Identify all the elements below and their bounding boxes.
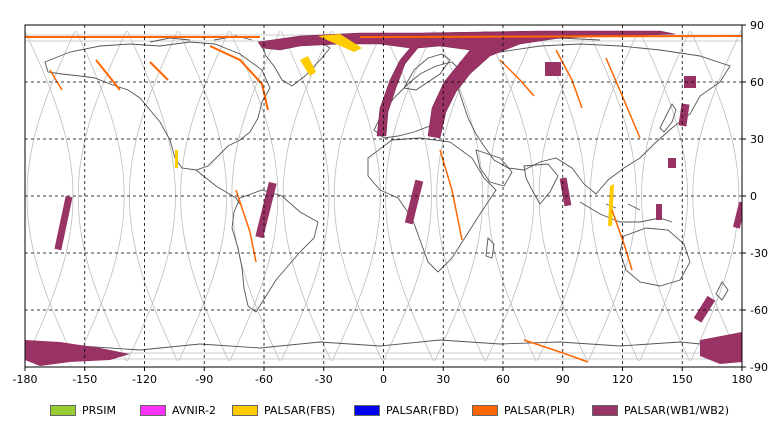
legend-item: PRSIM bbox=[50, 402, 116, 418]
coastline-antarctica bbox=[25, 339, 742, 353]
coastlines bbox=[25, 35, 742, 353]
x-tick-label: -60 bbox=[255, 373, 273, 386]
x-tick-label: 150 bbox=[672, 373, 693, 386]
swath-plr-track-10 bbox=[49, 69, 63, 91]
coastline-south-america bbox=[231, 189, 319, 313]
swath-plr-track-2 bbox=[149, 61, 169, 81]
orbit-track bbox=[383, 30, 432, 362]
orbit-track bbox=[77, 30, 127, 362]
orbit-track bbox=[485, 30, 535, 362]
coastline-arabia bbox=[475, 149, 513, 187]
y-tick-label: -30 bbox=[750, 247, 768, 260]
swath-plr-track-3 bbox=[209, 45, 269, 111]
x-tick-label: -120 bbox=[132, 373, 157, 386]
legend-label: PALSAR(WB1/WB2) bbox=[624, 403, 730, 417]
swath-plr-track-4 bbox=[235, 189, 257, 263]
legend-swatch bbox=[50, 404, 76, 416]
swath-plr-top-band bbox=[25, 35, 742, 38]
swath-wb-antarctica-right bbox=[700, 332, 742, 364]
x-tick-label: 30 bbox=[436, 373, 450, 386]
x-tick-label: 0 bbox=[380, 373, 387, 386]
coastline-india bbox=[523, 163, 559, 205]
swath-wb-siberia-1 bbox=[545, 62, 561, 76]
orbit-track bbox=[588, 30, 637, 362]
legend-label: PRSIM bbox=[82, 403, 116, 417]
y-tick-label: 0 bbox=[750, 190, 757, 203]
legend-swatch bbox=[592, 404, 618, 416]
x-tick-label: -150 bbox=[72, 373, 97, 386]
swath-fbs-indonesia bbox=[608, 184, 614, 226]
swath-fbs-mexico bbox=[175, 150, 178, 168]
swath-wb-southern-ocean bbox=[693, 295, 716, 323]
swath-fbs-arctic bbox=[300, 56, 316, 76]
legend-label: AVNIR-2 bbox=[172, 403, 216, 417]
orbit-track bbox=[75, 30, 125, 362]
x-tick-label: -30 bbox=[315, 373, 333, 386]
legend-item: PALSAR(PLR) bbox=[472, 402, 575, 418]
y-tick-label: -90 bbox=[750, 361, 768, 374]
swath-wb-pacific-2 bbox=[732, 201, 742, 229]
swath-wb-siberia-2 bbox=[684, 76, 696, 88]
graticule bbox=[25, 25, 742, 367]
coastline-africa bbox=[367, 137, 497, 273]
y-tick-label: 90 bbox=[750, 19, 764, 32]
world-map: -180 -150 -120 -90 -60 -30 0 30 60 90 120 150 180 90… bbox=[13, 19, 768, 386]
y-tick-label: 30 bbox=[750, 133, 764, 146]
y-tick-label: 60 bbox=[750, 76, 764, 89]
swath-wb-indonesia bbox=[656, 204, 662, 220]
legend: PRSIM AVNIR-2 PALSAR(FBS) PALSAR(FBD) PALSAR… bbox=[0, 400, 770, 422]
legend-item: PALSAR(FBS) bbox=[232, 402, 335, 418]
coastline-north-america bbox=[44, 41, 271, 171]
legend-swatch bbox=[232, 404, 258, 416]
coastline-japan bbox=[659, 103, 677, 133]
x-tick-label: -90 bbox=[195, 373, 213, 386]
x-axis-labels: -180 -150 -120 -90 -60 -30 0 30 60 90 120 150 180 bbox=[13, 367, 753, 386]
swath-wb-antarctica-left bbox=[25, 340, 130, 366]
x-tick-label: -180 bbox=[13, 373, 38, 386]
swath-wb-arctic-arc bbox=[257, 30, 676, 139]
orbit-track bbox=[333, 30, 383, 362]
swath-fbs-greenland bbox=[318, 34, 362, 52]
y-axis-labels: 90 60 30 0 -30 -60 -90 bbox=[742, 19, 768, 374]
legend-item: PALSAR(WB1/WB2) bbox=[592, 402, 729, 418]
x-tick-label: 90 bbox=[556, 373, 570, 386]
legend-swatch bbox=[140, 404, 166, 416]
swath-plr-track-8 bbox=[611, 209, 633, 271]
legend-label: PALSAR(FBS) bbox=[264, 403, 336, 417]
swath-wb-japan bbox=[668, 158, 676, 168]
coastline-scandinavia bbox=[403, 53, 451, 91]
x-tick-label: 60 bbox=[496, 373, 510, 386]
legend-label: PALSAR(FBD) bbox=[386, 403, 459, 417]
legend-swatch bbox=[472, 404, 498, 416]
coastline-new-zealand bbox=[715, 281, 729, 301]
orbit-track bbox=[641, 30, 690, 362]
coastline-australia bbox=[619, 227, 691, 287]
swath-plr-track-9 bbox=[499, 59, 535, 97]
swath-wb-siberia-3 bbox=[678, 103, 690, 127]
swath-plr-track-6 bbox=[555, 49, 583, 109]
swath-wb-indian-ocean bbox=[559, 177, 572, 207]
coastline-madagascar bbox=[485, 237, 495, 259]
coastline-asia bbox=[455, 43, 731, 195]
swath-wb-africa bbox=[404, 179, 424, 225]
swath-wb-pacific-1 bbox=[54, 195, 73, 251]
x-tick-label: 120 bbox=[612, 373, 633, 386]
legend-label: PALSAR(PLR) bbox=[504, 403, 575, 417]
swath-plr-track-5 bbox=[439, 149, 463, 241]
swath-plr-track-11 bbox=[523, 339, 589, 363]
orbit-track bbox=[178, 30, 227, 362]
x-tick-label: 180 bbox=[732, 373, 753, 386]
orbit-track bbox=[280, 30, 330, 362]
legend-item: AVNIR-2 bbox=[140, 402, 216, 418]
y-tick-label: -60 bbox=[750, 304, 768, 317]
legend-swatch bbox=[354, 404, 380, 416]
legend-item: PALSAR(FBD) bbox=[354, 402, 459, 418]
swath-plr-track-1 bbox=[95, 59, 121, 91]
swath-plr-track-7 bbox=[605, 57, 641, 139]
